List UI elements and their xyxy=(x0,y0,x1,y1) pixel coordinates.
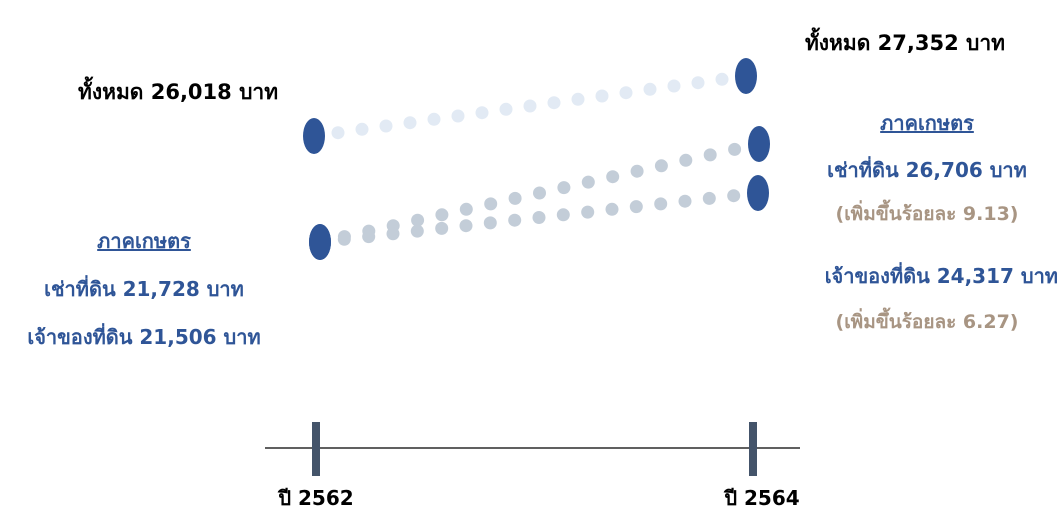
connector-dot-rent xyxy=(557,181,571,195)
connector-dot-rent xyxy=(533,186,546,200)
right-sector-title: ภาคเกษตร xyxy=(880,111,974,135)
left-owner-label: เจ้าของที่ดิน 21,506 บาท xyxy=(27,325,261,349)
end-point-rent xyxy=(748,126,770,162)
connector-dot-total xyxy=(499,102,513,116)
axis-tick-2564 xyxy=(749,422,757,476)
connector-dot-owner xyxy=(532,211,546,224)
connector-dot-rent xyxy=(411,213,425,227)
connector-dot-rent xyxy=(630,164,644,178)
connector-dot-owner xyxy=(386,227,400,241)
connector-dot-rent xyxy=(606,170,620,184)
connector-dot-owner xyxy=(508,213,522,227)
connector-dot-rent xyxy=(508,191,522,205)
end-point-owner xyxy=(747,175,769,211)
connector-dot-total xyxy=(331,126,345,140)
axis-label-2562: ปี 2562 xyxy=(278,486,354,510)
connector-dot-owner xyxy=(727,189,741,203)
connector-dot-total xyxy=(355,122,369,136)
connector-dot-total xyxy=(547,96,561,110)
connector-dot-total xyxy=(451,109,465,123)
connector-dot-total xyxy=(715,72,729,86)
right-owner-label: เจ้าของที่ดิน 24,317 บาท xyxy=(824,264,1058,288)
connector-dot-total xyxy=(523,99,537,113)
axis-tick-2562 xyxy=(312,422,320,476)
connector-dot-total xyxy=(667,79,681,93)
connector-dot-owner xyxy=(362,230,376,244)
connector-dot-rent xyxy=(728,142,742,156)
connector-dot-rent xyxy=(703,148,717,162)
connector-dot-total xyxy=(403,116,417,130)
connector-dot-total xyxy=(379,119,393,133)
connector-dot-total xyxy=(475,106,489,120)
connector-dot-rent xyxy=(484,197,498,211)
left-total-label: ทั้งหมด 26,018 บาท xyxy=(78,80,279,104)
connector-dot-owner xyxy=(459,219,473,233)
end-point-total xyxy=(735,58,757,94)
left-sector-title: ภาคเกษตร xyxy=(97,229,191,253)
right-rent-label: เช่าที่ดิน 26,706 บาท xyxy=(827,158,1027,182)
connector-dot-owner xyxy=(410,224,424,238)
connector-dot-owner xyxy=(678,194,692,208)
connector-dot-total xyxy=(571,92,585,106)
connector-dot-rent xyxy=(679,153,693,167)
right-owner-change: (เพิ่มขึ้นร้อยละ 6.27) xyxy=(835,311,1019,333)
start-point-total xyxy=(303,118,325,154)
axis-label-2564: ปี 2564 xyxy=(724,486,800,510)
connector-dot-owner xyxy=(654,197,668,211)
right-total-label: ทั้งหมด 27,352 บาท xyxy=(804,31,1005,55)
connector-dot-rent xyxy=(435,208,449,222)
connector-dot-owner xyxy=(435,221,449,235)
connector-dot-total xyxy=(619,86,633,100)
connector-dot-owner xyxy=(556,208,570,222)
start-point-owner xyxy=(309,224,331,260)
connector-dot-total xyxy=(643,82,657,96)
connector-dot-owner xyxy=(581,205,595,219)
connector-dot-owner xyxy=(702,191,716,205)
connector-dot-total xyxy=(427,112,441,126)
connector-dot-rent xyxy=(581,175,595,189)
connector-dot-owner xyxy=(337,232,351,246)
connector-dot-total xyxy=(691,76,705,90)
connector-dot-owner xyxy=(605,202,619,216)
right-rent-change: (เพิ่มขึ้นร้อยละ 9.13) xyxy=(835,203,1019,225)
connector-dot-owner xyxy=(629,200,643,214)
connector-dot-rent xyxy=(654,159,668,173)
left-rent-label: เช่าที่ดิน 21,728 บาท xyxy=(44,277,244,301)
connector-dot-rent xyxy=(459,202,473,216)
connector-dot-total xyxy=(595,89,609,103)
connector-dot-owner xyxy=(483,216,497,230)
